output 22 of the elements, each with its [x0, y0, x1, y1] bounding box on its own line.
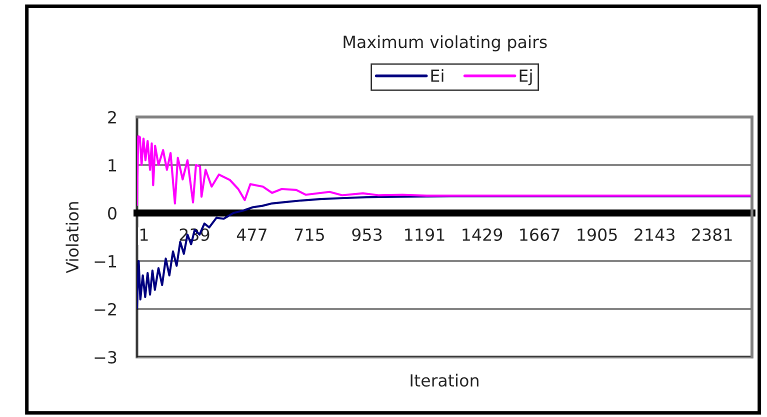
- x-tick-label: 1: [140, 228, 148, 241]
- y-axis-title: Violation: [66, 202, 79, 274]
- y-tick-label: −3: [94, 350, 116, 364]
- x-tick-label: 2381: [692, 228, 732, 241]
- chart-title: Maximum violating pairs: [344, 35, 547, 52]
- legend-label: Ei: [431, 69, 444, 82]
- x-tick-label: 1191: [405, 228, 444, 241]
- y-tick-label: 1: [108, 159, 116, 172]
- x-tick-label: 953: [352, 228, 382, 241]
- x-tick-label: 715: [294, 228, 324, 241]
- x-tick-label: 477: [236, 228, 266, 241]
- x-tick-label: 1905: [578, 228, 617, 241]
- x-tick-label: 2143: [634, 228, 674, 241]
- x-tick-label: 1667: [520, 228, 560, 241]
- y-tick-label: 0: [108, 206, 116, 220]
- y-tick-label: −2: [94, 302, 116, 316]
- x-axis-title: Iteration: [410, 374, 478, 387]
- x-tick-label: 1429: [462, 228, 502, 241]
- y-tick-label: 2: [108, 110, 116, 124]
- legend-label: Ej: [520, 69, 532, 86]
- line-series: [136, 135, 752, 206]
- y-tick-label: −1: [94, 255, 116, 268]
